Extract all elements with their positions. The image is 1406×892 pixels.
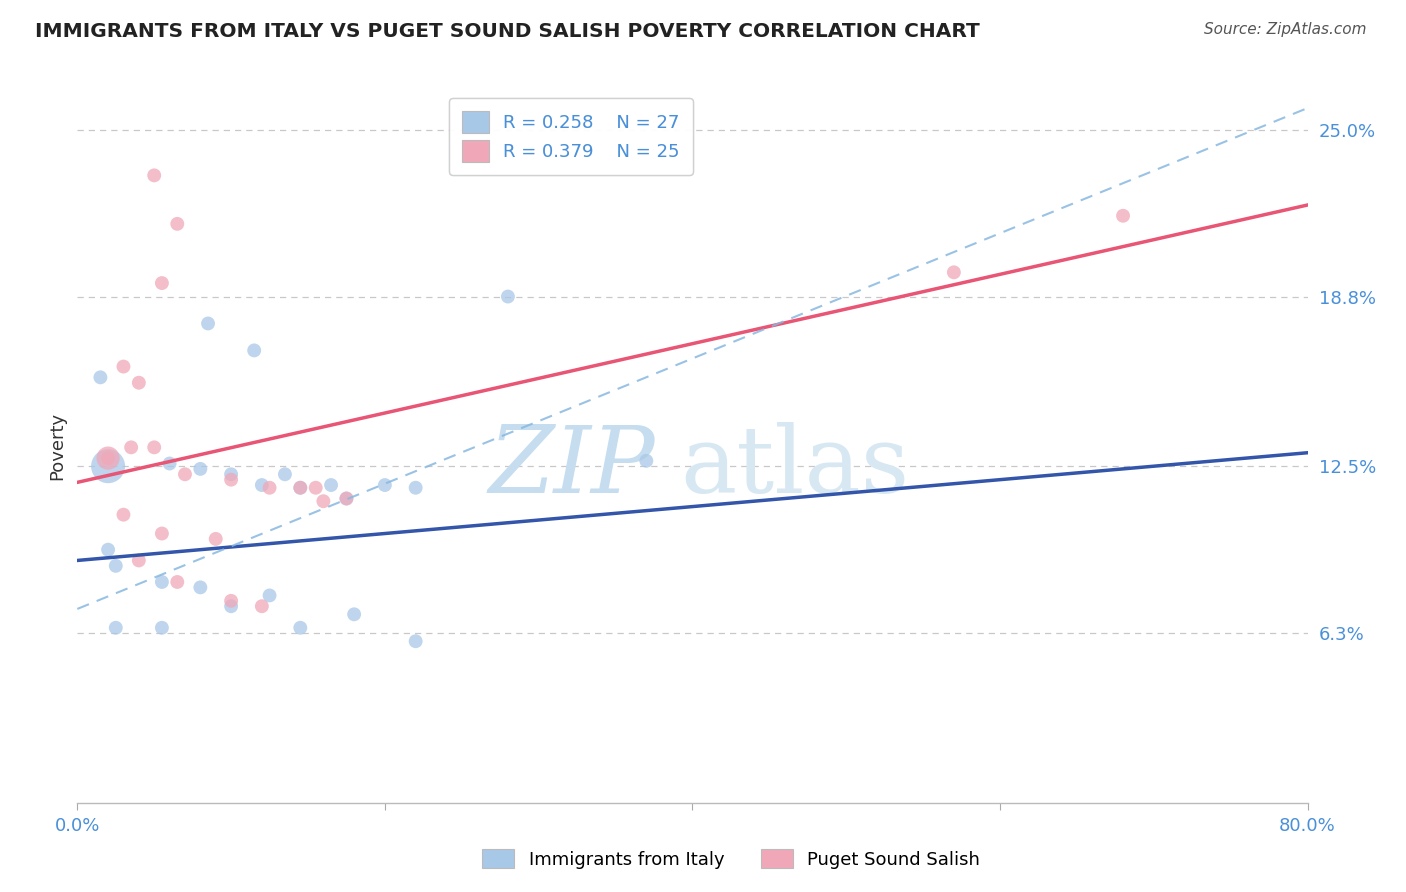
Point [112, 508, 135, 522]
Point [290, 621, 312, 635]
Point [89, 370, 111, 384]
Point [219, 599, 242, 614]
Point [319, 478, 342, 492]
Point [150, 574, 173, 589]
Text: atlas: atlas [681, 423, 910, 512]
Point [636, 454, 658, 468]
Point [274, 467, 297, 482]
Point [143, 441, 166, 455]
Point [112, 359, 135, 374]
Point [250, 478, 273, 492]
Point [104, 558, 127, 573]
Point [97, 542, 120, 557]
Point [150, 276, 173, 290]
Point [97, 459, 120, 474]
Point [374, 478, 396, 492]
Point [97, 451, 120, 466]
Point [159, 457, 181, 471]
Point [219, 467, 242, 482]
Point [120, 441, 142, 455]
Legend: Immigrants from Italy, Puget Sound Salish: Immigrants from Italy, Puget Sound Salis… [475, 842, 987, 876]
Legend: R = 0.258    N = 27, R = 0.379    N = 25: R = 0.258 N = 27, R = 0.379 N = 25 [450, 98, 693, 175]
Point [188, 462, 212, 476]
Point [219, 473, 242, 487]
Point [290, 481, 312, 495]
Point [143, 169, 166, 183]
Point [104, 621, 127, 635]
Point [343, 607, 366, 622]
Point [150, 621, 173, 635]
Point [942, 265, 965, 279]
Point [335, 491, 357, 506]
Text: Source: ZipAtlas.com: Source: ZipAtlas.com [1204, 22, 1367, 37]
Point [250, 599, 273, 614]
Y-axis label: Poverty: Poverty [48, 412, 66, 480]
Point [197, 317, 219, 331]
Point [204, 532, 226, 546]
Point [97, 451, 120, 466]
Point [128, 376, 150, 390]
Point [259, 481, 281, 495]
Point [335, 491, 357, 506]
Point [128, 553, 150, 567]
Point [405, 634, 427, 648]
Point [305, 481, 328, 495]
Point [150, 526, 173, 541]
Text: ZIP: ZIP [489, 423, 655, 512]
Point [259, 589, 281, 603]
Point [496, 289, 519, 303]
Point [166, 217, 188, 231]
Point [1112, 209, 1135, 223]
Point [243, 343, 266, 358]
Point [312, 494, 335, 508]
Text: IMMIGRANTS FROM ITALY VS PUGET SOUND SALISH POVERTY CORRELATION CHART: IMMIGRANTS FROM ITALY VS PUGET SOUND SAL… [35, 22, 980, 41]
Point [166, 574, 188, 589]
Point [290, 481, 312, 495]
Point [188, 580, 212, 594]
Point [219, 594, 242, 608]
Point [405, 481, 427, 495]
Point [174, 467, 197, 482]
